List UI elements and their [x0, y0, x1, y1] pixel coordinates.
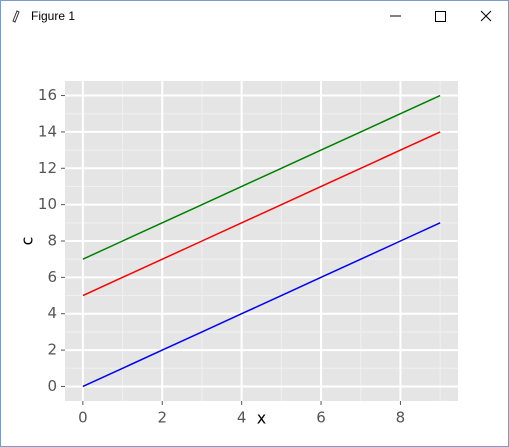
chart: 0 2 4 6 8 0 2 4 6 8 10 12 14 16 x c: [18, 81, 458, 428]
x-tick-label: 6: [316, 409, 326, 427]
x-tick-label: 0: [78, 409, 88, 427]
line-series: [82, 131, 441, 297]
x-tick-label: 8: [396, 409, 406, 427]
app-icon: [12, 10, 20, 23]
y-tick-label: 10: [38, 195, 57, 213]
y-tick-label: 2: [47, 341, 57, 359]
y-axis-label: c: [18, 237, 37, 246]
y-tick-label: 4: [47, 304, 57, 322]
title-bar-icons: [12, 10, 492, 23]
maximize-button[interactable]: [435, 11, 446, 22]
x-tick-label: 2: [157, 409, 167, 427]
x-tick-label: 4: [237, 409, 247, 427]
title-bar: Figure 1: [1, 1, 508, 31]
x-axis-label: x: [257, 409, 266, 428]
y-tick-label: 12: [38, 159, 57, 177]
window-title: Figure 1: [31, 9, 76, 23]
line-series: [82, 94, 441, 260]
y-tick-label: 0: [47, 377, 57, 395]
y-tick-label: 14: [38, 122, 57, 140]
close-button[interactable]: [480, 10, 492, 22]
y-tick-label: 8: [47, 232, 57, 250]
y-tick-label: 16: [38, 86, 57, 104]
y-tick-label: 6: [47, 268, 57, 286]
line-series: [82, 222, 441, 388]
